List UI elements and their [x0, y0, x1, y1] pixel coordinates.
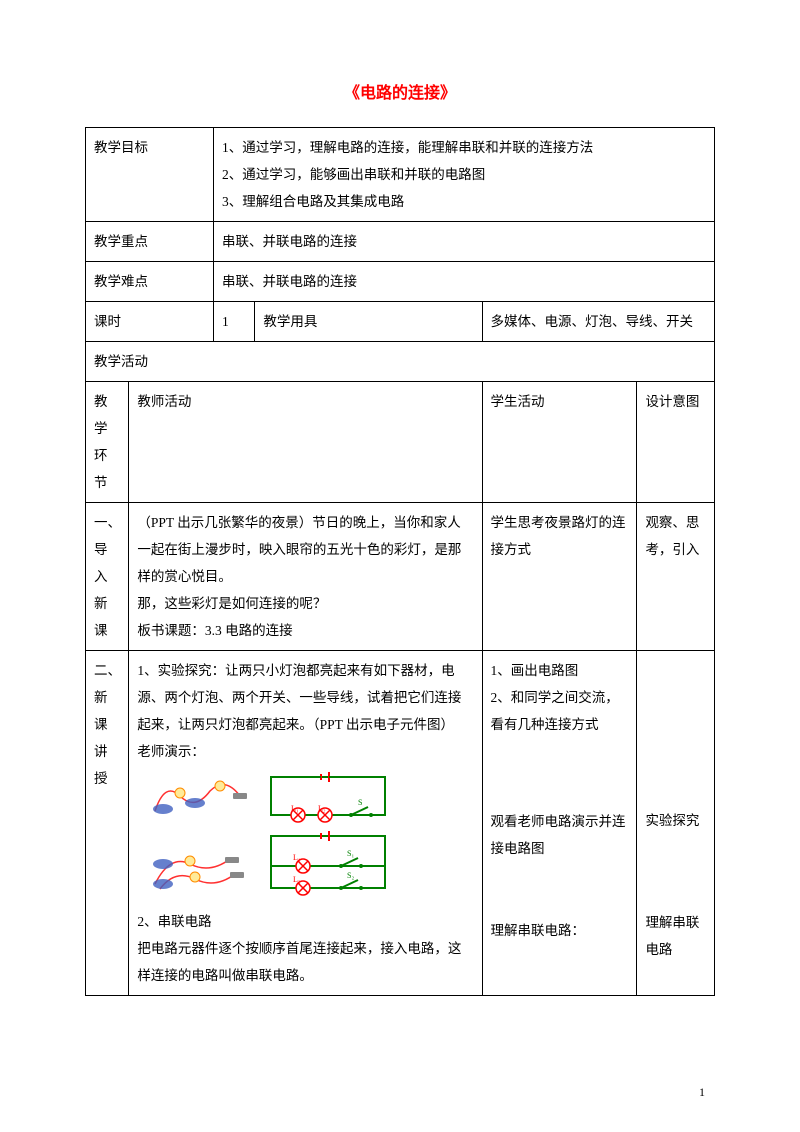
lesson-plan-table: 教学目标 1、通过学习，理解电路的连接，能理解串联和并联的连接方法 2、通过学习… [85, 127, 715, 996]
teacher2-cell: 1、实验探究：让两只小灯泡都亮起来有如下器材，电源、两个灯泡、两个开关、一些导线… [129, 650, 482, 995]
tools-text: 多媒体、电源、灯泡、导线、开关 [482, 301, 714, 341]
student2b-text: 观看老师电路演示并连接电路图 [491, 808, 629, 862]
teacher2a-text: 1、实验探究：让两只小灯泡都亮起来有如下器材，电源、两个灯泡、两个开关、一些导线… [137, 657, 473, 765]
teacher-header: 教师活动 [129, 381, 482, 502]
focus-label: 教学重点 [86, 221, 214, 261]
stage2-cell: 二、新课讲授 [86, 650, 129, 995]
stage1-cell: 一、导入新课 [86, 502, 129, 650]
student2a-text: 1、画出电路图 2、和同学之间交流，看有几种连接方式 [491, 657, 629, 738]
circuit-diagrams: L₁ L₂ S [145, 769, 473, 900]
period-value: 1 [214, 301, 255, 341]
page-number: 1 [699, 1082, 705, 1104]
period-label: 课时 [86, 301, 214, 341]
difficulty-text: 串联、并联电路的连接 [214, 261, 715, 301]
design2-cell: 实验探究 理解串联电路 [637, 650, 715, 995]
design2b-text: 理解串联电路 [645, 909, 706, 963]
design2a-text: 实验探究 [645, 807, 706, 834]
goal-label: 教学目标 [86, 127, 214, 221]
physical-parallel-icon [145, 829, 255, 899]
svg-text:S: S [358, 798, 362, 807]
schematic-series-icon: L₁ L₂ S [263, 769, 393, 824]
svg-text:L₂: L₂ [318, 804, 326, 813]
stage-header: 教学环节 [86, 381, 129, 502]
student2c-text: 理解串联电路： [491, 917, 629, 944]
svg-text:L₁: L₁ [293, 853, 301, 862]
student1-cell: 学生思考夜景路灯的连接方式 [482, 502, 637, 650]
activity-label: 教学活动 [86, 341, 715, 381]
teacher1-cell: （PPT 出示几张繁华的夜景）节日的晚上，当你和家人一起在街上漫步时，映入眼帘的… [129, 502, 482, 650]
design1-cell: 观察、思考，引入 [637, 502, 715, 650]
tools-label: 教学用具 [255, 301, 482, 341]
design-header: 设计意图 [637, 381, 715, 502]
focus-text: 串联、并联电路的连接 [214, 221, 715, 261]
svg-text:S₂: S₂ [347, 871, 354, 880]
teacher2b-text: 2、串联电路 把电路元器件逐个按顺序首尾连接起来，接入电路，这样连接的电路叫做串… [137, 908, 473, 989]
difficulty-label: 教学难点 [86, 261, 214, 301]
svg-text:L₂: L₂ [293, 875, 301, 884]
svg-text:S₁: S₁ [347, 849, 354, 858]
svg-text:L₁: L₁ [291, 804, 299, 813]
document-title: 《电路的连接》 [85, 80, 715, 109]
schematic-parallel-icon: L₁ L₂ S₁ S₂ [263, 828, 393, 900]
goal-text: 1、通过学习，理解电路的连接，能理解串联和并联的连接方法 2、通过学习，能够画出… [214, 127, 715, 221]
physical-series-icon [145, 771, 255, 821]
student-header: 学生活动 [482, 381, 637, 502]
student2-cell: 1、画出电路图 2、和同学之间交流，看有几种连接方式 观看老师电路演示并连接电路… [482, 650, 637, 995]
